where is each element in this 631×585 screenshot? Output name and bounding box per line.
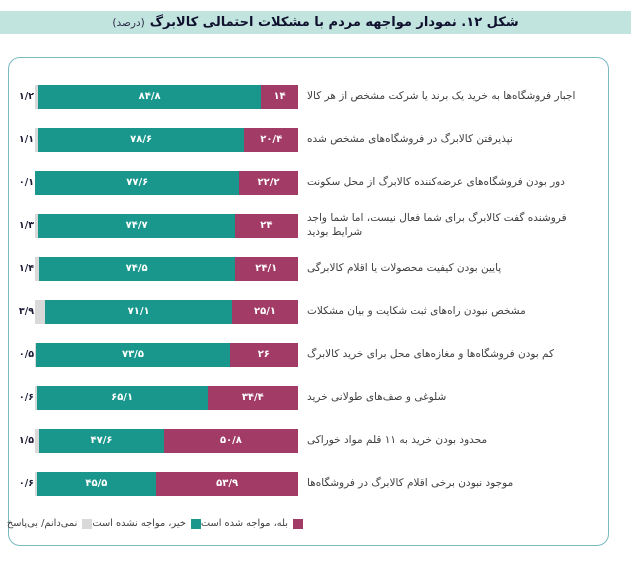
unknown-value: ۱/۱ [9,134,35,145]
legend-label: خیر، مواجه نشده است [92,518,186,529]
bar-track: ۶۵/۱ ۳۴/۴ [35,386,298,410]
unknown-value: ۳/۹ [9,306,35,317]
bar-row: ۱/۵ ۴۷/۶ ۵۰/۸ محدود بودن خرید به ۱۱ قلم … [9,419,600,462]
segment-no: ۴۷/۶ [39,429,164,453]
legend-swatch [293,519,303,529]
bar-row: ۰/۶ ۴۵/۵ ۵۳/۹ موجود نبودن برخی اقلام کال… [9,462,600,505]
segment-yes: ۲۰/۴ [244,128,298,152]
bar-row: ۰/۶ ۶۵/۱ ۳۴/۴ شلوغی و صف‌های طولانی خرید [9,376,600,419]
bar-track: ۴۷/۶ ۵۰/۸ [35,429,298,453]
segment-yes: ۲۴ [235,214,298,238]
segment-yes: ۵۳/۹ [156,472,298,496]
category-label: اجبار فروشگاه‌ها به خرید یک برند یا شرکت… [298,90,600,104]
category-label: فروشنده گفت کالابرگ برای شما فعال نیست، … [298,212,600,239]
category-label: موجود نبودن برخی اقلام کالابرگ در فروشگا… [298,477,600,491]
legend-swatch [82,519,92,529]
segment-yes: ۲۶ [230,343,298,367]
segment-no: ۴۵/۵ [37,472,157,496]
segment-yes: ۱۴ [261,85,298,109]
category-label: شلوغی و صف‌های طولانی خرید [298,391,600,405]
bar-row: ۱/۳ ۷۴/۷ ۲۴ فروشنده گفت کالابرگ برای شما… [9,204,600,247]
legend-item: خیر، مواجه نشده است [92,518,201,529]
segment-no: ۶۵/۱ [37,386,208,410]
segment-no: ۷۴/۷ [38,214,234,238]
category-label: دور بودن فروشگاه‌های عرضه‌کننده کالابرگ … [298,176,600,190]
unknown-value: ۰/۵ [9,349,35,360]
category-label: کم بودن فروشگاه‌ها و مغازه‌های محل برای … [298,348,600,362]
bar-track: ۷۳/۵ ۲۶ [35,343,298,367]
chart-frame: ۱/۲ ۸۴/۸ ۱۴ اجبار فروشگاه‌ها به خرید یک … [8,57,609,546]
segment-yes: ۳۴/۴ [208,386,298,410]
category-label: پایین بودن کیفیت محصولات یا اقلام کالابر… [298,262,600,276]
category-label: مشخص نبودن راه‌های ثبت شکایت و بیان مشکل… [298,305,600,319]
segment-yes: ۵۰/۸ [164,429,298,453]
legend-label: بله، مواجه شده است [201,518,288,529]
bar-track: ۷۴/۵ ۲۴/۱ [35,257,298,281]
segment-no: ۷۷/۶ [35,171,239,195]
segment-no: ۷۱/۱ [45,300,232,324]
bar-row: ۳/۹ ۷۱/۱ ۲۵/۱ مشخص نبودن راه‌های ثبت شکا… [9,290,600,333]
bar-row: ۱/۱ ۷۸/۶ ۲۰/۴ نپذیرفتن کالابرگ در فروشگا… [9,118,600,161]
bar-row: ۰/۱ ۷۷/۶ ۲۲/۲ دور بودن فروشگاه‌های عرضه‌… [9,161,600,204]
bar-row: ۰/۵ ۷۳/۵ ۲۶ کم بودن فروشگاه‌ها و مغازه‌ه… [9,333,600,376]
bar-row: ۱/۲ ۸۴/۸ ۱۴ اجبار فروشگاه‌ها به خرید یک … [9,75,600,118]
unknown-value: ۰/۶ [9,392,35,403]
unknown-value: ۱/۲ [9,91,35,102]
unknown-value: ۱/۳ [9,220,35,231]
legend-label: نمی‌دانم/ بی‌پاسخ [7,518,77,529]
bar-track: ۷۴/۷ ۲۴ [35,214,298,238]
segment-no: ۷۴/۵ [39,257,235,281]
unknown-value: ۱/۵ [9,435,35,446]
legend-swatch [191,519,201,529]
legend-item: بله، مواجه شده است [201,518,303,529]
legend-item: نمی‌دانم/ بی‌پاسخ [7,518,92,529]
segment-yes: ۲۴/۱ [235,257,298,281]
category-label: محدود بودن خرید به ۱۱ قلم مواد خوراکی [298,434,600,448]
bars: ۱/۲ ۸۴/۸ ۱۴ اجبار فروشگاه‌ها به خرید یک … [9,75,600,505]
bar-track: ۸۴/۸ ۱۴ [35,85,298,109]
figure-title: شکل ۱۲. نمودار مواجهه مردم با مشکلات احت… [150,15,519,30]
segment-no: ۷۸/۶ [38,128,245,152]
segment-no: ۸۴/۸ [38,85,261,109]
bar-track: ۷۱/۱ ۲۵/۱ [35,300,298,324]
unknown-value: ۰/۱ [9,177,35,188]
segment-unknown [35,300,45,324]
unknown-value: ۰/۶ [9,478,35,489]
segment-no: ۷۳/۵ [36,343,229,367]
title-banner: شکل ۱۲. نمودار مواجهه مردم با مشکلات احت… [0,11,631,34]
legend: بله، مواجه شده است خیر، مواجه نشده است ن… [35,518,303,529]
bar-track: ۷۷/۶ ۲۲/۲ [35,171,298,195]
unknown-value: ۱/۴ [9,263,35,274]
bar-row: ۱/۴ ۷۴/۵ ۲۴/۱ پایین بودن کیفیت محصولات ی… [9,247,600,290]
segment-yes: ۲۲/۲ [239,171,297,195]
segment-yes: ۲۵/۱ [232,300,298,324]
figure-title-unit: (درصد) [112,17,144,29]
bar-track: ۴۵/۵ ۵۳/۹ [35,472,298,496]
bar-track: ۷۸/۶ ۲۰/۴ [35,128,298,152]
category-label: نپذیرفتن کالابرگ در فروشگاه‌های مشخص شده [298,133,600,147]
